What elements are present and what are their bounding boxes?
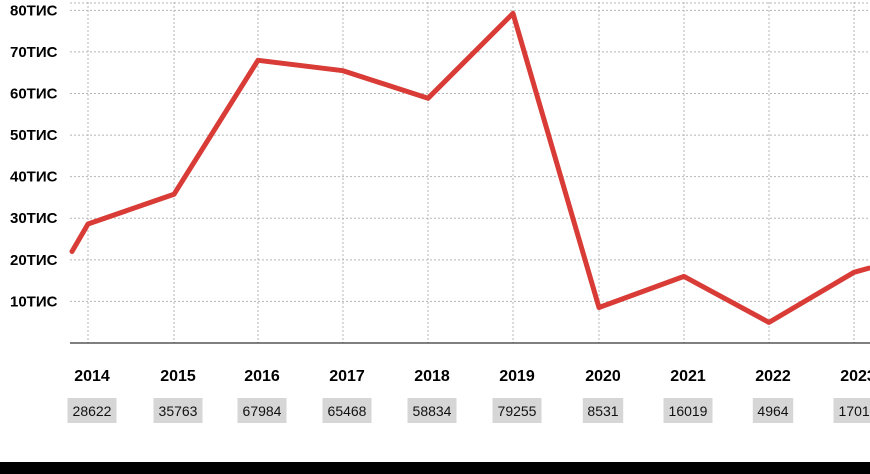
value-label: 4964	[757, 403, 788, 419]
value-label-box	[663, 398, 713, 423]
x-tick-label: 2018	[414, 368, 450, 385]
value-label-box	[237, 398, 287, 423]
value-label-box	[833, 398, 870, 423]
x-tick-label: 2017	[329, 368, 365, 385]
x-tick-label: 2020	[585, 368, 621, 385]
value-label-box	[752, 398, 794, 423]
x-tick-label: 2016	[244, 368, 280, 385]
x-tick-label: 2014	[74, 368, 110, 385]
x-tick-label: 2021	[670, 368, 706, 385]
series-line	[69, 10, 870, 325]
value-label: 17013	[839, 403, 870, 419]
value-label: 8531	[587, 403, 618, 419]
grid-lines	[70, 2, 870, 343]
value-label: 28622	[73, 403, 112, 419]
value-labels: 28622 35763 67984 65468 58834 79255 8531 16019 4…	[67, 398, 870, 423]
value-label: 16019	[669, 403, 708, 419]
x-tick-label: 2019	[499, 368, 535, 385]
value-label-box	[322, 398, 372, 423]
x-tick-label: 2015	[160, 368, 196, 385]
y-tick-label: 20ТИС	[10, 252, 58, 269]
value-label-box	[407, 398, 457, 423]
value-label: 79255	[498, 403, 537, 419]
value-label-box	[153, 398, 203, 423]
value-label: 58834	[413, 403, 452, 419]
x-tick-label: 2023	[840, 368, 870, 385]
y-tick-label: 60ТИС	[10, 85, 58, 102]
value-label: 67984	[243, 403, 282, 419]
x-tick-label: 2022	[755, 368, 791, 385]
y-tick-label: 30ТИС	[10, 210, 58, 227]
y-tick-label: 50ТИС	[10, 127, 58, 144]
y-tick-label: 40ТИС	[10, 169, 58, 186]
y-axis-ticks: 10ТИС 20ТИС 30ТИС 40ТИС 50ТИС 60ТИС 70ТИС 80ТИС	[10, 2, 58, 310]
bottom-bar	[0, 462, 870, 474]
value-label: 65468	[328, 403, 367, 419]
y-tick-label: 70ТИС	[10, 44, 58, 61]
y-tick-label: 10ТИС	[10, 293, 58, 310]
value-label-box	[582, 398, 624, 423]
value-label-box	[492, 398, 542, 423]
y-tick-label: 80ТИС	[10, 2, 58, 19]
value-label: 35763	[159, 403, 198, 419]
x-axis-labels: 2014 2015 2016 2017 2018 2019 2020 2021 2022 2023	[74, 368, 870, 385]
value-label-box	[67, 398, 117, 423]
